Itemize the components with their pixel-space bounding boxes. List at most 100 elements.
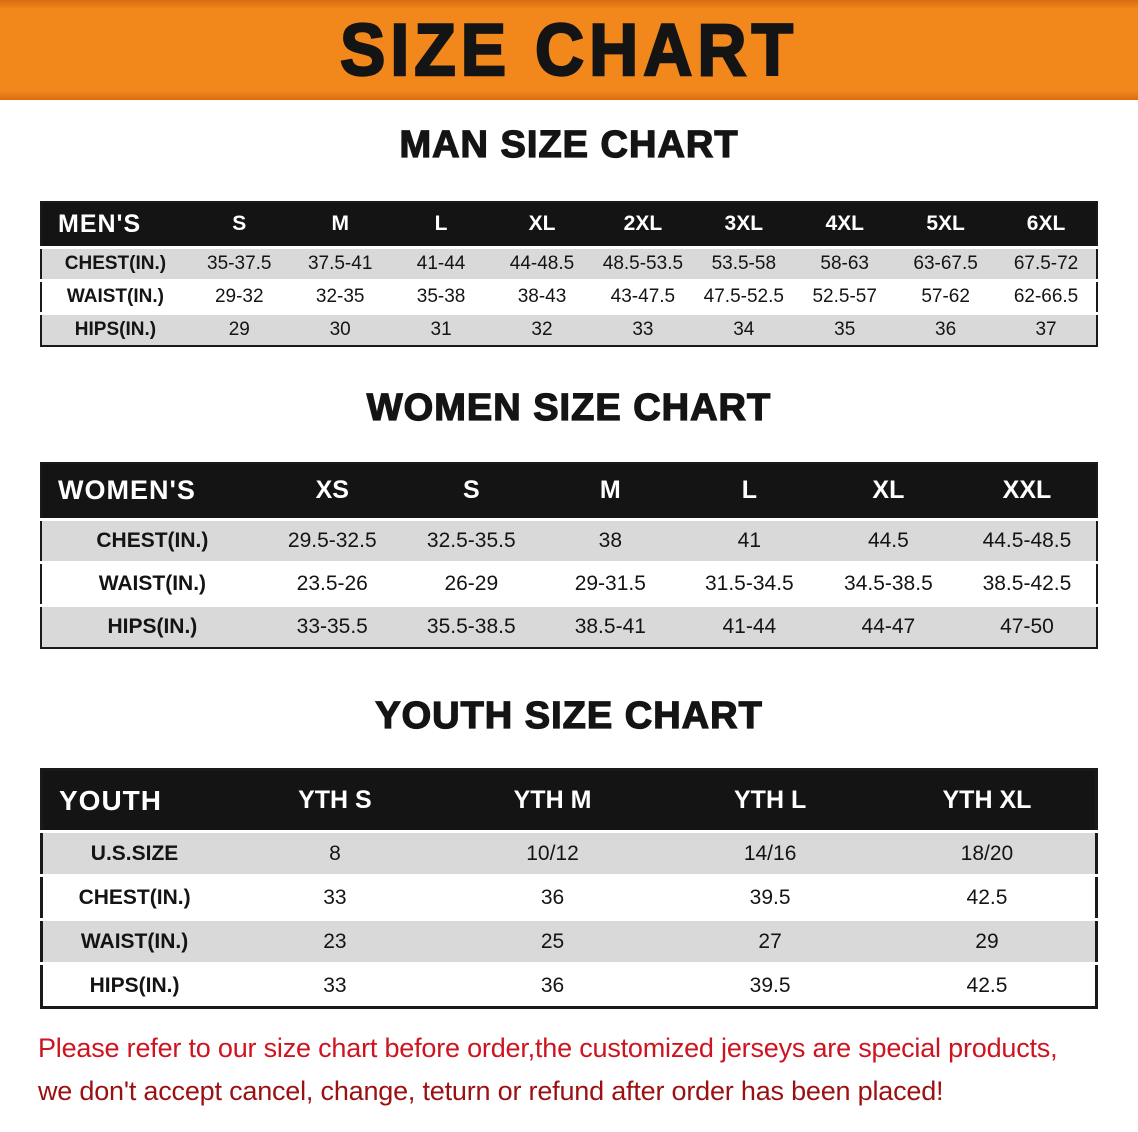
size-column-header: XL bbox=[818, 463, 958, 519]
size-column-header: YTH M bbox=[443, 769, 662, 832]
size-value-cell: 14/16 bbox=[743, 841, 797, 865]
size-value-cell: 32.5-35.5 bbox=[426, 528, 516, 552]
table-title-cell: WOMEN'S bbox=[41, 463, 263, 519]
size-value-cell: 35.5-38.5 bbox=[426, 614, 516, 638]
footer-line-1: Please refer to our size chart before or… bbox=[38, 1033, 1058, 1063]
size-value-cell: 38 bbox=[598, 528, 622, 552]
table-row: CHEST(IN.) 33 36 39.5 42.5 bbox=[41, 875, 1097, 920]
men-size-table: MEN'S S M L XL 2XL 3XL 4XL 5XL 6XL CHEST(IN.) 35-37… bbox=[40, 201, 1098, 347]
size-value-cell: 8 bbox=[329, 841, 341, 865]
banner: SIZE CHART bbox=[0, 0, 1138, 100]
size-value-cell: 34 bbox=[733, 318, 755, 340]
women-section-heading: WOMEN SIZE CHART bbox=[366, 386, 772, 429]
size-value-cell: 23 bbox=[323, 929, 347, 953]
size-value-cell: 27 bbox=[758, 929, 782, 953]
table-header-row: MEN'S S M L XL 2XL 3XL 4XL 5XL 6XL bbox=[41, 202, 1097, 247]
size-value-cell: 41-44 bbox=[722, 614, 777, 638]
size-value-cell: 57-62 bbox=[921, 285, 970, 307]
size-column-header: 2XL bbox=[592, 202, 694, 247]
size-column-header: 5XL bbox=[895, 202, 997, 247]
size-value-cell: 10/12 bbox=[526, 841, 579, 865]
size-value-cell: 42.5 bbox=[966, 973, 1008, 997]
size-value-cell: 35-38 bbox=[416, 285, 466, 307]
size-value-cell: 29.5-32.5 bbox=[287, 528, 377, 552]
size-value-cell: 30 bbox=[329, 318, 351, 340]
size-value-cell: 36 bbox=[935, 318, 957, 340]
size-value-cell: 38-43 bbox=[517, 285, 567, 307]
footer-note: Please refer to our size chart before or… bbox=[38, 1031, 1100, 1109]
table-row: WAIST(IN.) 29-32 32-35 35-38 38-43 43-47.5 47.… bbox=[41, 280, 1097, 313]
table-row: WAIST(IN.) 23 25 27 29 bbox=[41, 919, 1097, 964]
measurement-label: HIPS(IN.) bbox=[107, 614, 198, 638]
size-value-cell: 25 bbox=[540, 929, 565, 953]
size-value-cell: 47.5-52.5 bbox=[703, 285, 784, 307]
size-value-cell: 58-63 bbox=[820, 252, 870, 274]
size-value-cell: 35 bbox=[834, 318, 856, 340]
table-body: CHEST(IN.) 29.5-32.5 32.5-35.5 38 41 44.5 44.5… bbox=[41, 519, 1097, 648]
table-header-group: WOMEN'S XS S M L XL XXL bbox=[41, 463, 1097, 519]
size-column-header: YTH L bbox=[661, 769, 879, 832]
size-column-header: L bbox=[390, 202, 492, 247]
table-title-cell: YOUTH bbox=[41, 769, 227, 832]
size-value-cell: 35-37.5 bbox=[207, 252, 272, 274]
table-row: HIPS(IN.) 33-35.5 35.5-38.5 38.5-41 41-44 44-… bbox=[41, 605, 1097, 648]
size-value-cell: 29-31.5 bbox=[574, 571, 646, 595]
table-body: CHEST(IN.) 35-37.5 37.5-41 41-44 44-48.5 48.5… bbox=[41, 247, 1097, 346]
size-value-cell: 44-47 bbox=[861, 614, 916, 638]
size-value-cell: 52.5-57 bbox=[812, 285, 877, 307]
size-value-cell: 47-50 bbox=[1000, 614, 1054, 638]
size-value-cell: 32 bbox=[531, 318, 553, 340]
table-row: CHEST(IN.) 29.5-32.5 32.5-35.5 38 41 44.5 44.5… bbox=[41, 519, 1097, 562]
size-value-cell: 31.5-34.5 bbox=[704, 571, 794, 595]
measurement-label: U.S.SIZE bbox=[90, 841, 179, 865]
size-value-cell: 33 bbox=[632, 318, 654, 340]
size-value-cell: 48.5-53.5 bbox=[602, 252, 684, 274]
size-value-cell: 37.5-41 bbox=[307, 252, 373, 274]
table-header-row: YOUTH YTH S YTH M YTH L YTH XL bbox=[41, 769, 1097, 832]
size-value-cell: 43-47.5 bbox=[610, 285, 676, 307]
youth-size-section: YOUTH SIZE CHART YOUTH YTH S YTH M YTH L YTH… bbox=[0, 694, 1138, 1009]
size-value-cell: 42.5 bbox=[966, 885, 1008, 909]
size-value-cell: 38.5-41 bbox=[574, 614, 646, 638]
size-value-cell: 33 bbox=[323, 973, 347, 997]
size-value-cell: 29 bbox=[975, 929, 999, 953]
size-value-cell: 39.5 bbox=[749, 885, 791, 909]
size-value-cell: 31 bbox=[430, 318, 452, 340]
size-value-cell: 23.5-26 bbox=[296, 571, 368, 595]
table-title-cell: MEN'S bbox=[41, 202, 189, 247]
page-title: SIZE CHART bbox=[339, 8, 798, 92]
size-value-cell: 29 bbox=[228, 318, 250, 340]
youth-size-table: YOUTH YTH S YTH M YTH L YTH XL U.S.SIZE 8 10/12… bbox=[40, 768, 1098, 1009]
table-header-row: WOMEN'S XS S M L XL XXL bbox=[41, 463, 1097, 519]
size-column-header: XL bbox=[491, 202, 593, 247]
table-row: WAIST(IN.) 23.5-26 26-29 29-31.5 31.5-34.5 34… bbox=[41, 562, 1097, 605]
size-value-cell: 34.5-38.5 bbox=[844, 571, 933, 595]
size-value-cell: 18/20 bbox=[960, 841, 1014, 865]
size-column-header: 6XL bbox=[996, 202, 1097, 247]
table-header-group: YOUTH YTH S YTH M YTH L YTH XL bbox=[41, 769, 1097, 832]
size-column-header: YTH S bbox=[226, 769, 444, 832]
measurement-label: WAIST(IN.) bbox=[66, 285, 164, 307]
size-column-header: XS bbox=[262, 463, 402, 519]
size-value-cell: 36 bbox=[540, 973, 565, 997]
size-column-header: 3XL bbox=[693, 202, 795, 247]
men-size-section: MAN SIZE CHART MEN'S S M L XL 2XL 3XL 4XL 5XL 6XL… bbox=[0, 123, 1138, 347]
size-column-header: YTH XL bbox=[878, 769, 1097, 832]
size-column-header: 4XL bbox=[794, 202, 896, 247]
size-value-cell: 63-67.5 bbox=[913, 252, 978, 274]
size-value-cell: 44-48.5 bbox=[509, 252, 575, 274]
size-value-cell: 33-35.5 bbox=[296, 614, 368, 638]
size-column-header: L bbox=[679, 463, 819, 519]
measurement-label: WAIST(IN.) bbox=[98, 571, 207, 595]
size-value-cell: 41-44 bbox=[416, 252, 466, 274]
size-value-cell: 38.5-42.5 bbox=[982, 571, 1072, 595]
size-value-cell: 41 bbox=[737, 528, 762, 552]
size-value-cell: 44.5-48.5 bbox=[982, 528, 1072, 552]
measurement-label: CHEST(IN.) bbox=[64, 252, 167, 274]
table-body: U.S.SIZE 8 10/12 14/16 18/20 CHEST(IN.) 33 36 39… bbox=[41, 831, 1097, 1008]
measurement-label: HIPS(IN.) bbox=[89, 973, 180, 997]
size-value-cell: 29-32 bbox=[214, 285, 264, 307]
measurement-label: CHEST(IN.) bbox=[96, 528, 209, 552]
size-value-cell: 39.5 bbox=[749, 973, 791, 997]
table-header-group: MEN'S S M L XL 2XL 3XL 4XL 5XL 6XL bbox=[41, 202, 1097, 247]
